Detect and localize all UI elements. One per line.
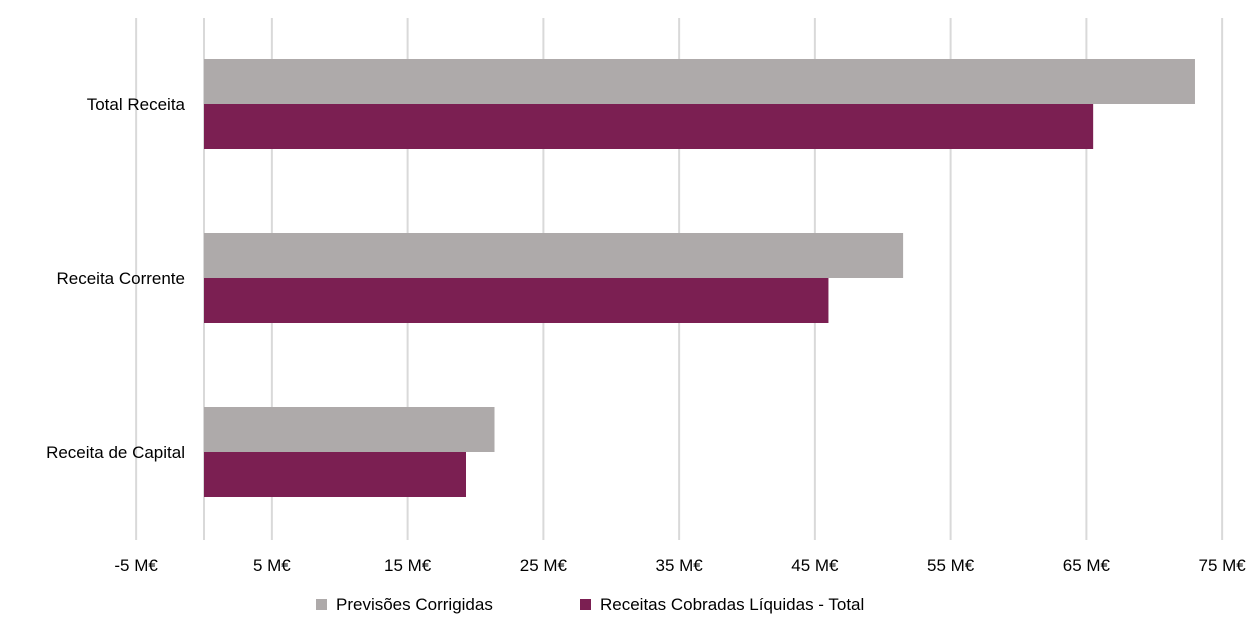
x-tick-label: 35 M€ xyxy=(656,556,704,575)
x-axis-tick-labels: -5 M€ 5 M€ 15 M€ 25 M€ 35 M€ 45 M€ 55 M€ 65 M€ 7… xyxy=(114,556,1246,575)
x-tick-label: 65 M€ xyxy=(1063,556,1111,575)
bar-receitas-2 xyxy=(204,452,466,497)
category-label: Receita de Capital xyxy=(46,443,185,462)
bar-previsoes-0 xyxy=(204,59,1195,104)
x-tick-label: 45 M€ xyxy=(791,556,839,575)
x-tick-label: 55 M€ xyxy=(927,556,975,575)
bar-receitas-1 xyxy=(204,278,829,323)
legend-label-receitas: Receitas Cobradas Líquidas - Total xyxy=(600,595,864,614)
legend-swatch-receitas xyxy=(580,599,591,610)
x-tick-label: 75 M€ xyxy=(1199,556,1247,575)
category-label: Receita Corrente xyxy=(56,269,185,288)
bar-previsoes-1 xyxy=(204,233,904,278)
category-labels: Total Receita Receita Corrente Receita de … xyxy=(46,95,185,462)
x-tick-label: 25 M€ xyxy=(520,556,568,575)
x-tick-label: 5 M€ xyxy=(253,556,291,575)
legend-label-previsoes: Previsões Corrigidas xyxy=(336,595,493,614)
x-tick-label: -5 M€ xyxy=(114,556,158,575)
category-label: Total Receita xyxy=(87,95,186,114)
legend: Previsões Corrigidas Receitas Cobradas Lí… xyxy=(316,595,864,614)
bars xyxy=(204,59,1195,497)
legend-swatch-previsoes xyxy=(316,599,327,610)
bar-receitas-0 xyxy=(204,104,1094,149)
x-tick-label: 15 M€ xyxy=(384,556,432,575)
bar-previsoes-2 xyxy=(204,407,495,452)
